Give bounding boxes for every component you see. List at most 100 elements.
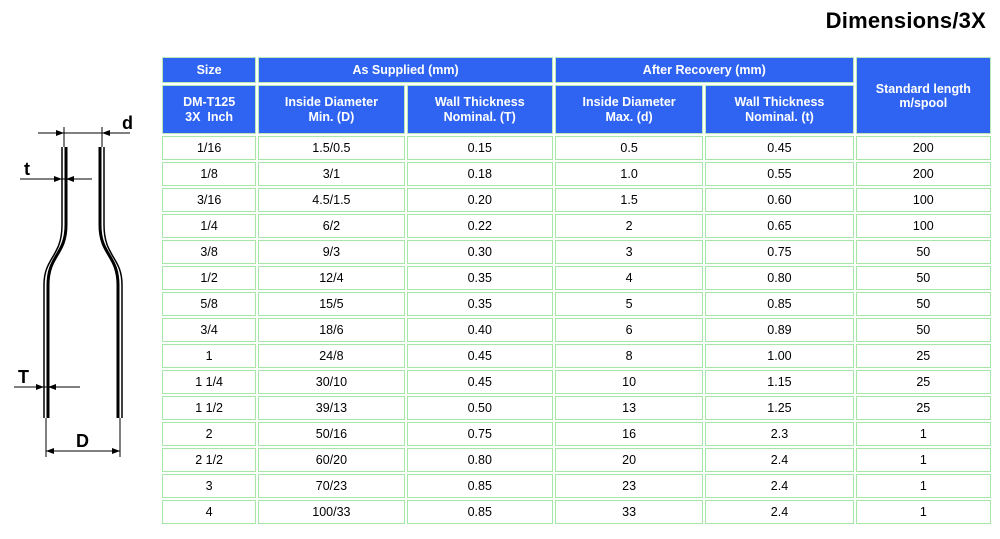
tube-left-inner bbox=[43, 147, 63, 418]
table-row: 1/4 6/2 0.22 2 0.65 100 bbox=[162, 214, 991, 238]
cell-inside-diameter-min: 24/8 bbox=[258, 344, 405, 368]
cell-inside-diameter-min: 6/2 bbox=[258, 214, 405, 238]
cell-standard-length: 25 bbox=[855, 396, 991, 420]
cell-size: 5/8 bbox=[162, 292, 257, 316]
table-row: 2 50/16 0.75 16 2.3 1 bbox=[162, 422, 991, 446]
cell-size: 2 bbox=[162, 422, 257, 446]
header-after-recovery: After Recovery (mm) bbox=[554, 57, 854, 83]
tube-right-wall bbox=[98, 147, 120, 418]
cell-inside-diameter-min: 12/4 bbox=[258, 266, 405, 290]
cell-wall-thickness-T: 0.30 bbox=[406, 240, 553, 264]
cell-wall-thickness-t: 0.85 bbox=[705, 292, 854, 316]
cell-wall-thickness-t: 2.4 bbox=[705, 500, 854, 524]
cell-inside-diameter-max: 33 bbox=[554, 500, 704, 524]
cell-standard-length: 1 bbox=[855, 500, 991, 524]
cell-wall-thickness-t: 2.4 bbox=[705, 448, 854, 472]
cell-inside-diameter-max: 8 bbox=[554, 344, 704, 368]
table-row: 1 1/4 30/10 0.45 10 1.15 25 bbox=[162, 370, 991, 394]
table-row: 3/8 9/3 0.30 3 0.75 50 bbox=[162, 240, 991, 264]
cell-wall-thickness-T: 0.18 bbox=[406, 162, 553, 186]
cell-size: 1/8 bbox=[162, 162, 257, 186]
cell-inside-diameter-min: 30/10 bbox=[258, 370, 405, 394]
cell-wall-thickness-T: 0.85 bbox=[406, 474, 553, 498]
cell-wall-thickness-T: 0.45 bbox=[406, 344, 553, 368]
header-inside-diameter-min: Inside Diameter Min. (D) bbox=[258, 85, 405, 134]
cell-wall-thickness-T: 0.35 bbox=[406, 266, 553, 290]
cell-inside-diameter-min: 39/13 bbox=[258, 396, 405, 420]
table-row: 5/8 15/5 0.35 5 0.85 50 bbox=[162, 292, 991, 316]
cell-size: 1/4 bbox=[162, 214, 257, 238]
cell-standard-length: 200 bbox=[855, 162, 991, 186]
cell-wall-thickness-t: 0.75 bbox=[705, 240, 854, 264]
table-row: 3/4 18/6 0.40 6 0.89 50 bbox=[162, 318, 991, 342]
cell-inside-diameter-min: 1.5/0.5 bbox=[258, 136, 405, 160]
cell-inside-diameter-max: 0.5 bbox=[554, 136, 704, 160]
cell-wall-thickness-T: 0.85 bbox=[406, 500, 553, 524]
cell-inside-diameter-max: 2 bbox=[554, 214, 704, 238]
cell-standard-length: 50 bbox=[855, 240, 991, 264]
cell-size: 1 bbox=[162, 344, 257, 368]
cell-inside-diameter-min: 100/33 bbox=[258, 500, 405, 524]
cell-inside-diameter-min: 50/16 bbox=[258, 422, 405, 446]
dimensions-table: Size As Supplied (mm) After Recovery (mm… bbox=[160, 55, 993, 526]
table-row: 1/2 12/4 0.35 4 0.80 50 bbox=[162, 266, 991, 290]
cell-standard-length: 50 bbox=[855, 318, 991, 342]
cell-inside-diameter-min: 18/6 bbox=[258, 318, 405, 342]
cell-wall-thickness-t: 0.89 bbox=[705, 318, 854, 342]
cell-inside-diameter-min: 4.5/1.5 bbox=[258, 188, 405, 212]
cell-wall-thickness-T: 0.15 bbox=[406, 136, 553, 160]
cell-wall-thickness-t: 0.45 bbox=[705, 136, 854, 160]
cell-wall-thickness-t: 0.55 bbox=[705, 162, 854, 186]
header-wall-thickness-t: Wall Thickness Nominal. (t) bbox=[705, 85, 854, 134]
label-T: T bbox=[18, 367, 29, 387]
cell-inside-diameter-max: 5 bbox=[554, 292, 704, 316]
table-row: 4 100/33 0.85 33 2.4 1 bbox=[162, 500, 991, 524]
cell-inside-diameter-min: 70/23 bbox=[258, 474, 405, 498]
label-D: D bbox=[76, 431, 89, 451]
cell-standard-length: 1 bbox=[855, 448, 991, 472]
cell-inside-diameter-min: 15/5 bbox=[258, 292, 405, 316]
cell-inside-diameter-max: 6 bbox=[554, 318, 704, 342]
table-row: 3/16 4.5/1.5 0.20 1.5 0.60 100 bbox=[162, 188, 991, 212]
header-model: DM-T125 3X Inch bbox=[162, 85, 257, 134]
label-t: t bbox=[24, 159, 30, 179]
table-row: 2 1/2 60/20 0.80 20 2.4 1 bbox=[162, 448, 991, 472]
cell-wall-thickness-T: 0.35 bbox=[406, 292, 553, 316]
header-inside-diameter-max: Inside Diameter Max. (d) bbox=[554, 85, 704, 134]
cell-size: 3 bbox=[162, 474, 257, 498]
page-title: Dimensions/3X bbox=[825, 8, 986, 33]
cell-wall-thickness-T: 0.22 bbox=[406, 214, 553, 238]
cell-standard-length: 200 bbox=[855, 136, 991, 160]
cell-size: 2 1/2 bbox=[162, 448, 257, 472]
cell-standard-length: 1 bbox=[855, 474, 991, 498]
cell-standard-length: 25 bbox=[855, 370, 991, 394]
cell-standard-length: 50 bbox=[855, 292, 991, 316]
cell-inside-diameter-min: 3/1 bbox=[258, 162, 405, 186]
cell-wall-thickness-T: 0.75 bbox=[406, 422, 553, 446]
label-d: d bbox=[122, 113, 133, 133]
cell-wall-thickness-T: 0.40 bbox=[406, 318, 553, 342]
cell-wall-thickness-T: 0.50 bbox=[406, 396, 553, 420]
cell-inside-diameter-max: 1.5 bbox=[554, 188, 704, 212]
cell-wall-thickness-t: 2.3 bbox=[705, 422, 854, 446]
cell-standard-length: 100 bbox=[855, 188, 991, 212]
table-row: 1/8 3/1 0.18 1.0 0.55 200 bbox=[162, 162, 991, 186]
cell-wall-thickness-t: 2.4 bbox=[705, 474, 854, 498]
table-row: 3 70/23 0.85 23 2.4 1 bbox=[162, 474, 991, 498]
cell-standard-length: 100 bbox=[855, 214, 991, 238]
table-row: 1 24/8 0.45 8 1.00 25 bbox=[162, 344, 991, 368]
cell-inside-diameter-max: 13 bbox=[554, 396, 704, 420]
cell-wall-thickness-t: 0.65 bbox=[705, 214, 854, 238]
cell-wall-thickness-t: 1.00 bbox=[705, 344, 854, 368]
cell-wall-thickness-t: 0.80 bbox=[705, 266, 854, 290]
cell-size: 1/16 bbox=[162, 136, 257, 160]
cell-size: 1/2 bbox=[162, 266, 257, 290]
header-as-supplied: As Supplied (mm) bbox=[258, 57, 553, 83]
table-row: 1 1/2 39/13 0.50 13 1.25 25 bbox=[162, 396, 991, 420]
cell-inside-diameter-min: 60/20 bbox=[258, 448, 405, 472]
header-wall-thickness-T: Wall Thickness Nominal. (T) bbox=[406, 85, 553, 134]
cell-wall-thickness-T: 0.45 bbox=[406, 370, 553, 394]
cell-inside-diameter-min: 9/3 bbox=[258, 240, 405, 264]
table-row: 1/16 1.5/0.5 0.15 0.5 0.45 200 bbox=[162, 136, 991, 160]
cell-inside-diameter-max: 23 bbox=[554, 474, 704, 498]
